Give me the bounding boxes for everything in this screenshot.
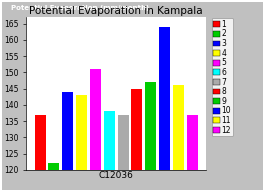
Bar <box>159 27 170 191</box>
Bar <box>187 115 198 191</box>
Title: Potential Evaporation in Kampala: Potential Evaporation in Kampala <box>29 6 203 16</box>
Bar <box>62 92 73 191</box>
X-axis label: C12036: C12036 <box>99 171 134 180</box>
Bar <box>76 95 87 191</box>
Legend: 1, 2, 3, 4, 5, 6, 7, 8, 9, 10, 11, 12: 1, 2, 3, 4, 5, 6, 7, 8, 9, 10, 11, 12 <box>211 18 233 137</box>
Bar <box>90 69 101 191</box>
Bar <box>145 82 156 191</box>
Bar <box>35 115 46 191</box>
Bar <box>117 115 129 191</box>
Bar <box>131 89 143 191</box>
Bar <box>48 163 59 191</box>
Bar <box>173 85 184 191</box>
Bar <box>104 112 115 191</box>
Text: Potential Evaporation (mm/month): Potential Evaporation (mm/month) <box>11 5 149 11</box>
